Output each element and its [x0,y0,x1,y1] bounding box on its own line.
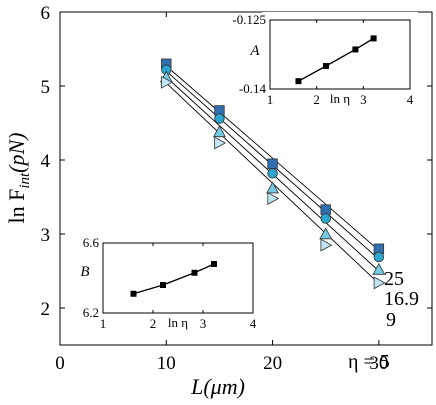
inset-background [262,12,418,111]
inset-x-tick-label: 3 [200,316,207,331]
y-axis-label-unit: (pN) [4,132,29,172]
data-point-series-3 [214,136,227,150]
y-axis-label-sub: int [17,172,33,189]
inset-x-axis-label: ln η [168,315,188,330]
inset-x-axis-label: ln η [330,91,350,106]
x-axis-label-unit: (μm) [203,374,245,399]
inset-y-axis-label: B [80,264,89,280]
data-point-series-3 [373,276,386,290]
inset-a: 1 2 3 4 -0.14 -0.125 ln η A [232,12,418,111]
data-point-series-2 [319,227,333,240]
data-point-series-0 [267,158,278,169]
main-plot-frame [59,11,433,346]
inset-y-tick-label: 6.2 [83,305,99,320]
x-tick-label: 30 [369,353,388,374]
inset-data-point [191,269,198,276]
data-point-series-1 [373,251,385,263]
data-point-series-0 [320,204,331,215]
inset-line [298,37,374,82]
inset-data-point [211,261,217,267]
data-point-series-3 [161,75,173,89]
x-tick-label: 10 [157,353,176,374]
data-point-series-2 [266,181,280,194]
inset-x-tick-label: 1 [100,316,107,331]
inset-frame [102,242,254,314]
data-point-series-1 [267,168,278,179]
x-tick-label: 0 [55,353,65,374]
data-point-series-1 [320,213,331,224]
inset-data-point [323,63,329,69]
inset-b: 1 2 3 4 6.2 6.6 ln η B [80,235,261,335]
fit-line-series-0 [165,65,380,251]
y-tick-label: 3 [41,225,51,246]
y-tick-label: 2 [41,299,51,320]
y-tick-label: 4 [41,151,51,172]
inset-x-tick-label: 4 [407,92,414,107]
data-point-series-3 [320,238,333,252]
inset-line [133,263,215,295]
data-point-series-3 [267,192,280,205]
x-tick-label: 20 [263,353,282,374]
y-axis-label-main: ln F [4,189,29,224]
series-label-3: η = 5 [348,351,390,373]
inset-y-tick-label: -0.125 [232,12,266,27]
y-tick-label: 5 [41,77,51,98]
inset-x-tick-label: 4 [250,316,257,331]
inset-x-tick-label: 1 [267,92,274,107]
data-point-series-2 [372,262,386,275]
x-axis-label-main: L [190,374,203,399]
inset-background [95,235,261,335]
inset-x-tick-label: 2 [150,316,157,331]
series-label-2: 9 [386,309,396,331]
inset-y-tick-label: 6.6 [83,235,100,250]
y-axis-label: ln Fint(pN) [4,132,33,223]
data-point-series-2 [212,125,226,138]
series-label-1: 16.9 [384,288,419,310]
inset-y-tick-label: -0.14 [239,81,267,96]
inset-data-point [370,35,377,42]
inset-x-tick-label: 3 [360,92,367,107]
series-label-0: 25 [384,268,404,290]
inset-y-axis-label: A [249,43,260,59]
inset-data-point [352,46,359,53]
data-point-series-1 [214,113,225,124]
x-axis-label: L(μm) [190,374,245,399]
inset-x-tick-label: 2 [313,92,320,107]
inset-data-point [160,282,166,288]
y-tick-label: 6 [41,3,51,24]
inset-data-point [130,290,137,297]
inset-frame [269,19,411,90]
inset-data-point [295,78,302,85]
